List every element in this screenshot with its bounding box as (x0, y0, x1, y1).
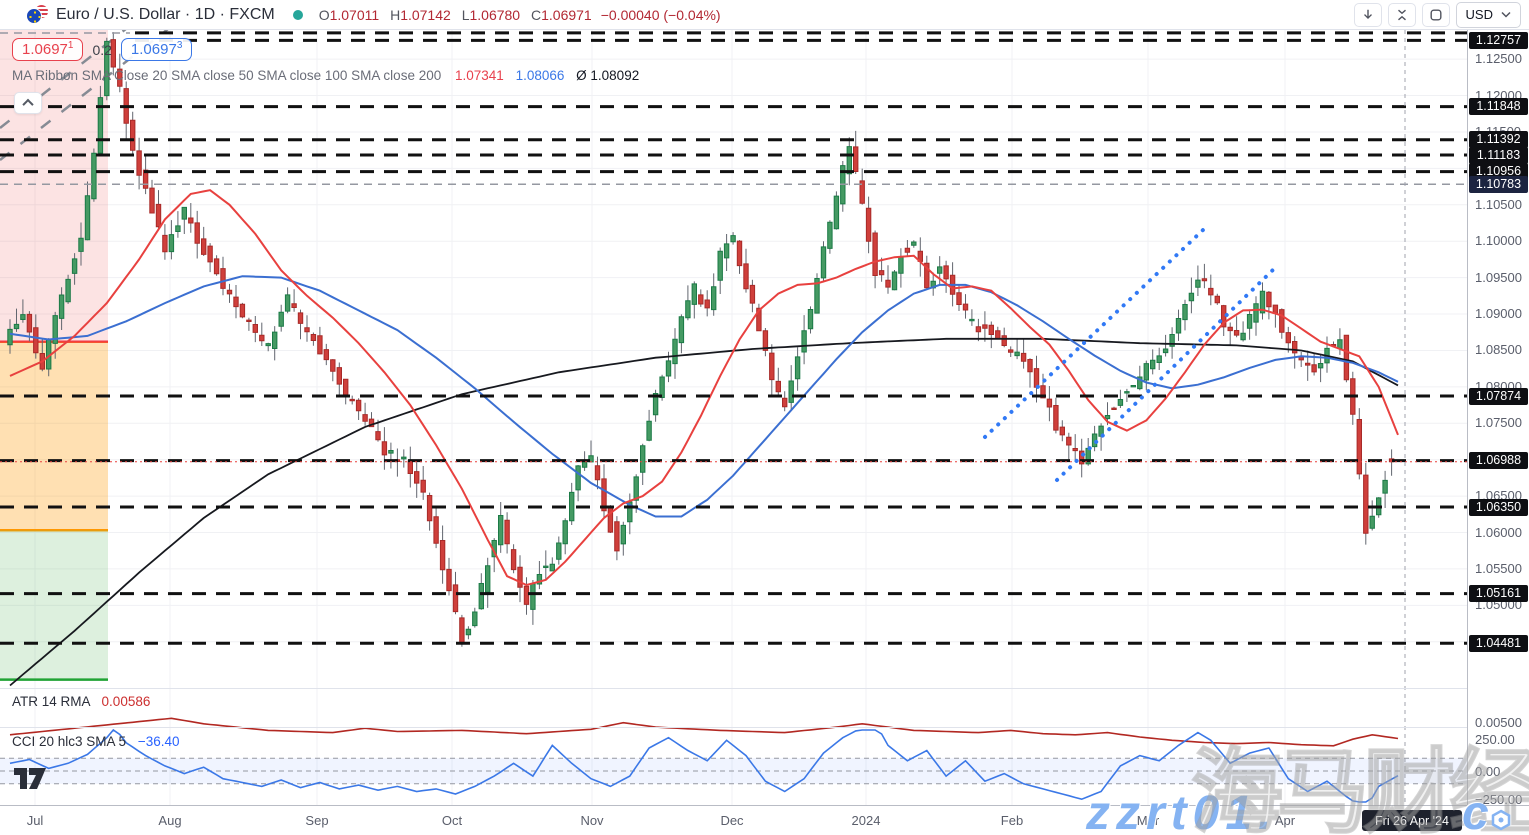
sma-50-line (9, 275, 1399, 518)
eurusd-pair-icon (24, 4, 50, 26)
spread-label: 0.2 (92, 41, 112, 58)
change-value: −0.00040 (−0.04%) (600, 6, 721, 23)
ma-ribbon-label: MA Ribbon SMA Close 20 SMA close 50 SMA … (12, 68, 442, 83)
blue-dotted-channel (983, 228, 1279, 482)
atr-label: ATR 14 RMA (12, 694, 90, 709)
price-level-badge: 1.04481 (1469, 634, 1528, 652)
price-tick-label: 1.09500 (1475, 269, 1522, 285)
month-label: Sep (305, 813, 329, 828)
open-value: 1.07011 (329, 6, 380, 23)
cci-value: −36.40 (137, 734, 180, 749)
candle-wicks (9, 32, 1393, 647)
price-level-badge: 1.06350 (1469, 498, 1528, 516)
atr-line (9, 717, 1399, 747)
high-label: H (390, 6, 401, 23)
collapse-panes-button[interactable] (1387, 2, 1416, 27)
month-label: Apr (1274, 813, 1296, 828)
month-label: Jul (26, 813, 44, 828)
legend-collapse-button[interactable] (14, 92, 42, 114)
month-label: Nov (580, 813, 604, 828)
price-level-badge: 1.10783 (1469, 175, 1528, 193)
price-tick-label: 1.10500 (1475, 196, 1522, 212)
cci-axis-label: 250.00 (1475, 732, 1515, 747)
price-legend-row: 1.06971 0.2 1.06973 (12, 38, 193, 61)
cci-pane-legend[interactable]: CCI 20 hlc3 SMA 5 −36.40 (12, 734, 180, 749)
month-label: 2024 (851, 813, 881, 828)
sma-200-line (9, 337, 1399, 687)
ask-price-box[interactable]: 1.06973 (120, 38, 193, 61)
arrow-down-icon (1363, 9, 1372, 19)
ohlc-readout: O1.07011 H1.07142 L1.06780 C1.06971 (319, 7, 599, 23)
top-toolbar: Euro / U.S. Dollar · 1D · FXCM O1.07011 … (0, 0, 1529, 30)
sma-20-line (9, 189, 1399, 587)
atr-pane-legend[interactable]: ATR 14 RMA 0.00586 (12, 694, 150, 709)
candles-down (26, 39, 1395, 643)
currency-label: USD (1465, 7, 1493, 22)
tradingview-logo[interactable] (14, 768, 48, 794)
open-label: O (318, 6, 330, 23)
collapse-vertical-icon (1397, 9, 1406, 20)
atr-axis-label: 0.00500 (1475, 715, 1522, 730)
time-axis[interactable]: Fri 26 Apr '24 Jul Aug Sep Oct Nov Dec 2024 Feb… (0, 805, 1529, 835)
price-level-badge: 1.06988 (1469, 452, 1528, 470)
month-label: Feb (1000, 813, 1024, 828)
chevron-down-icon (1501, 11, 1511, 18)
cci-axis-label: 0.00 (1475, 764, 1501, 779)
crosshair-date-badge: Fri 26 Apr '24 (1362, 810, 1462, 831)
price-tick-label: 1.08500 (1475, 342, 1522, 358)
price-level-badge: 1.05161 (1469, 585, 1528, 603)
price-tick-label: 1.06000 (1475, 524, 1522, 540)
price-tick-label: 1.10000 (1475, 233, 1522, 249)
cci-label: CCI 20 hlc3 SMA 5 (12, 734, 127, 749)
price-level-badge: 1.11392 (1469, 131, 1528, 149)
pane-separator-atr[interactable] (0, 688, 1529, 689)
ma-ribbon-legend[interactable]: MA Ribbon SMA Close 20 SMA close 50 SMA … (12, 68, 639, 83)
atr-value: 0.00586 (101, 694, 151, 709)
cci-axis-label: −250.00 (1475, 792, 1523, 807)
high-value: 1.07142 (400, 6, 451, 23)
price-tick-label: 1.09000 (1475, 306, 1522, 322)
month-label: Mar (1136, 813, 1160, 828)
month-label: Aug (158, 813, 182, 828)
bid-price-box[interactable]: 1.06971 (12, 38, 84, 61)
price-level-badge: 1.12757 (1469, 31, 1528, 49)
ma-ribbon-value-blue: 1.08066 (515, 68, 565, 83)
candles-up (7, 40, 1388, 636)
ma-ribbon-average: Ø 1.08092 (576, 68, 640, 83)
price-tick-label: 1.12500 (1475, 51, 1522, 67)
close-value: 1.06971 (541, 6, 592, 23)
symbol-title[interactable]: Euro / U.S. Dollar · 1D · FXCM (56, 5, 275, 23)
pane-separator-cci[interactable] (0, 727, 1529, 728)
close-label: C (530, 6, 542, 23)
cci-line (9, 728, 1399, 803)
price-scale[interactable]: 1.125001.120001.115001.105001.100001.095… (1467, 30, 1529, 807)
price-level-badge: 1.11848 (1469, 98, 1528, 116)
month-label: Oct (441, 813, 463, 828)
market-status-dot (292, 9, 303, 20)
chart-canvas[interactable] (0, 30, 1467, 805)
ma-ribbon-value-red: 1.07341 (455, 68, 504, 83)
key-levels (0, 31, 1467, 645)
fullscreen-icon (1430, 8, 1442, 21)
price-tick-label: 1.07500 (1475, 415, 1522, 431)
scroll-to-recent-button[interactable] (1353, 2, 1382, 27)
price-level-badge: 1.07874 (1469, 387, 1528, 405)
price-level-badge: 1.11183 (1469, 146, 1528, 164)
month-label: Dec (720, 813, 744, 828)
fullscreen-button[interactable] (1421, 2, 1450, 27)
supply-demand-zones (0, 30, 108, 681)
currency-dropdown[interactable]: USD (1455, 1, 1521, 28)
chevron-up-icon (22, 98, 34, 111)
price-tick-label: 1.05500 (1475, 560, 1522, 576)
low-label: L (461, 6, 470, 23)
low-value: 1.06780 (469, 6, 521, 23)
